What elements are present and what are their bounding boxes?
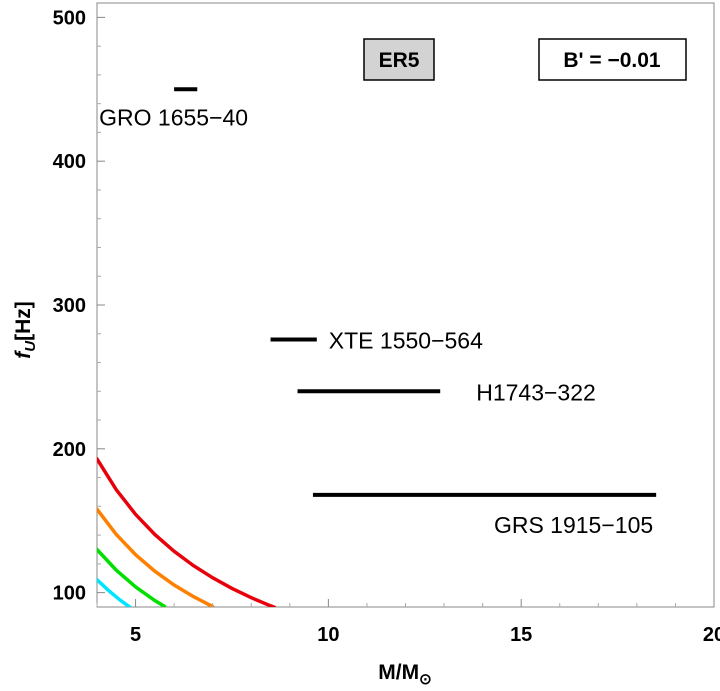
x-axis-title: M/M⊙ (378, 661, 431, 688)
x-axis: 5 10 15 20 (96, 599, 720, 646)
x-tick-label: 10 (317, 624, 339, 646)
observation-label: XTE 1550−564 (329, 328, 483, 354)
model-label-box: ER5 (363, 38, 435, 81)
y-tick-label: 400 (53, 151, 86, 173)
curve-series-0 (97, 457, 277, 607)
curve-series-2 (97, 547, 167, 607)
curve-series-1 (97, 507, 215, 607)
x-axis-title-main: M/M (378, 661, 419, 684)
x-tick-label: 5 (130, 624, 141, 646)
x-tick-label: 15 (510, 624, 532, 646)
curve-series-3 (97, 577, 132, 607)
x-axis-title-sub: ⊙ (419, 671, 432, 688)
curve-group (97, 457, 277, 607)
y-axis: 100 200 300 400 500 (53, 7, 105, 605)
y-tick-label: 300 (53, 295, 86, 317)
model-label: ER5 (379, 49, 420, 72)
y-axis-title-sub: U (22, 340, 39, 352)
parameter-label-box: B' = −0.01 (538, 38, 687, 81)
y-tick-label: 200 (53, 439, 86, 461)
parameter-label: B' = −0.01 (563, 49, 661, 72)
observation-group: GRO 1655−40 XTE 1550−564 H1743−322 GRS 1915… (99, 87, 657, 538)
y-tick-label: 100 (53, 583, 86, 605)
y-axis-title: fU[Hz] (12, 301, 39, 359)
observation-label: GRO 1655−40 (99, 104, 248, 130)
x-tick-label: 20 (703, 624, 720, 646)
observation-label: GRS 1915−105 (494, 512, 653, 538)
y-axis-title-main: f (12, 350, 35, 359)
observation-label: H1743−322 (476, 379, 596, 405)
y-tick-label: 500 (53, 7, 86, 29)
y-axis-title-unit: [Hz] (12, 301, 35, 341)
